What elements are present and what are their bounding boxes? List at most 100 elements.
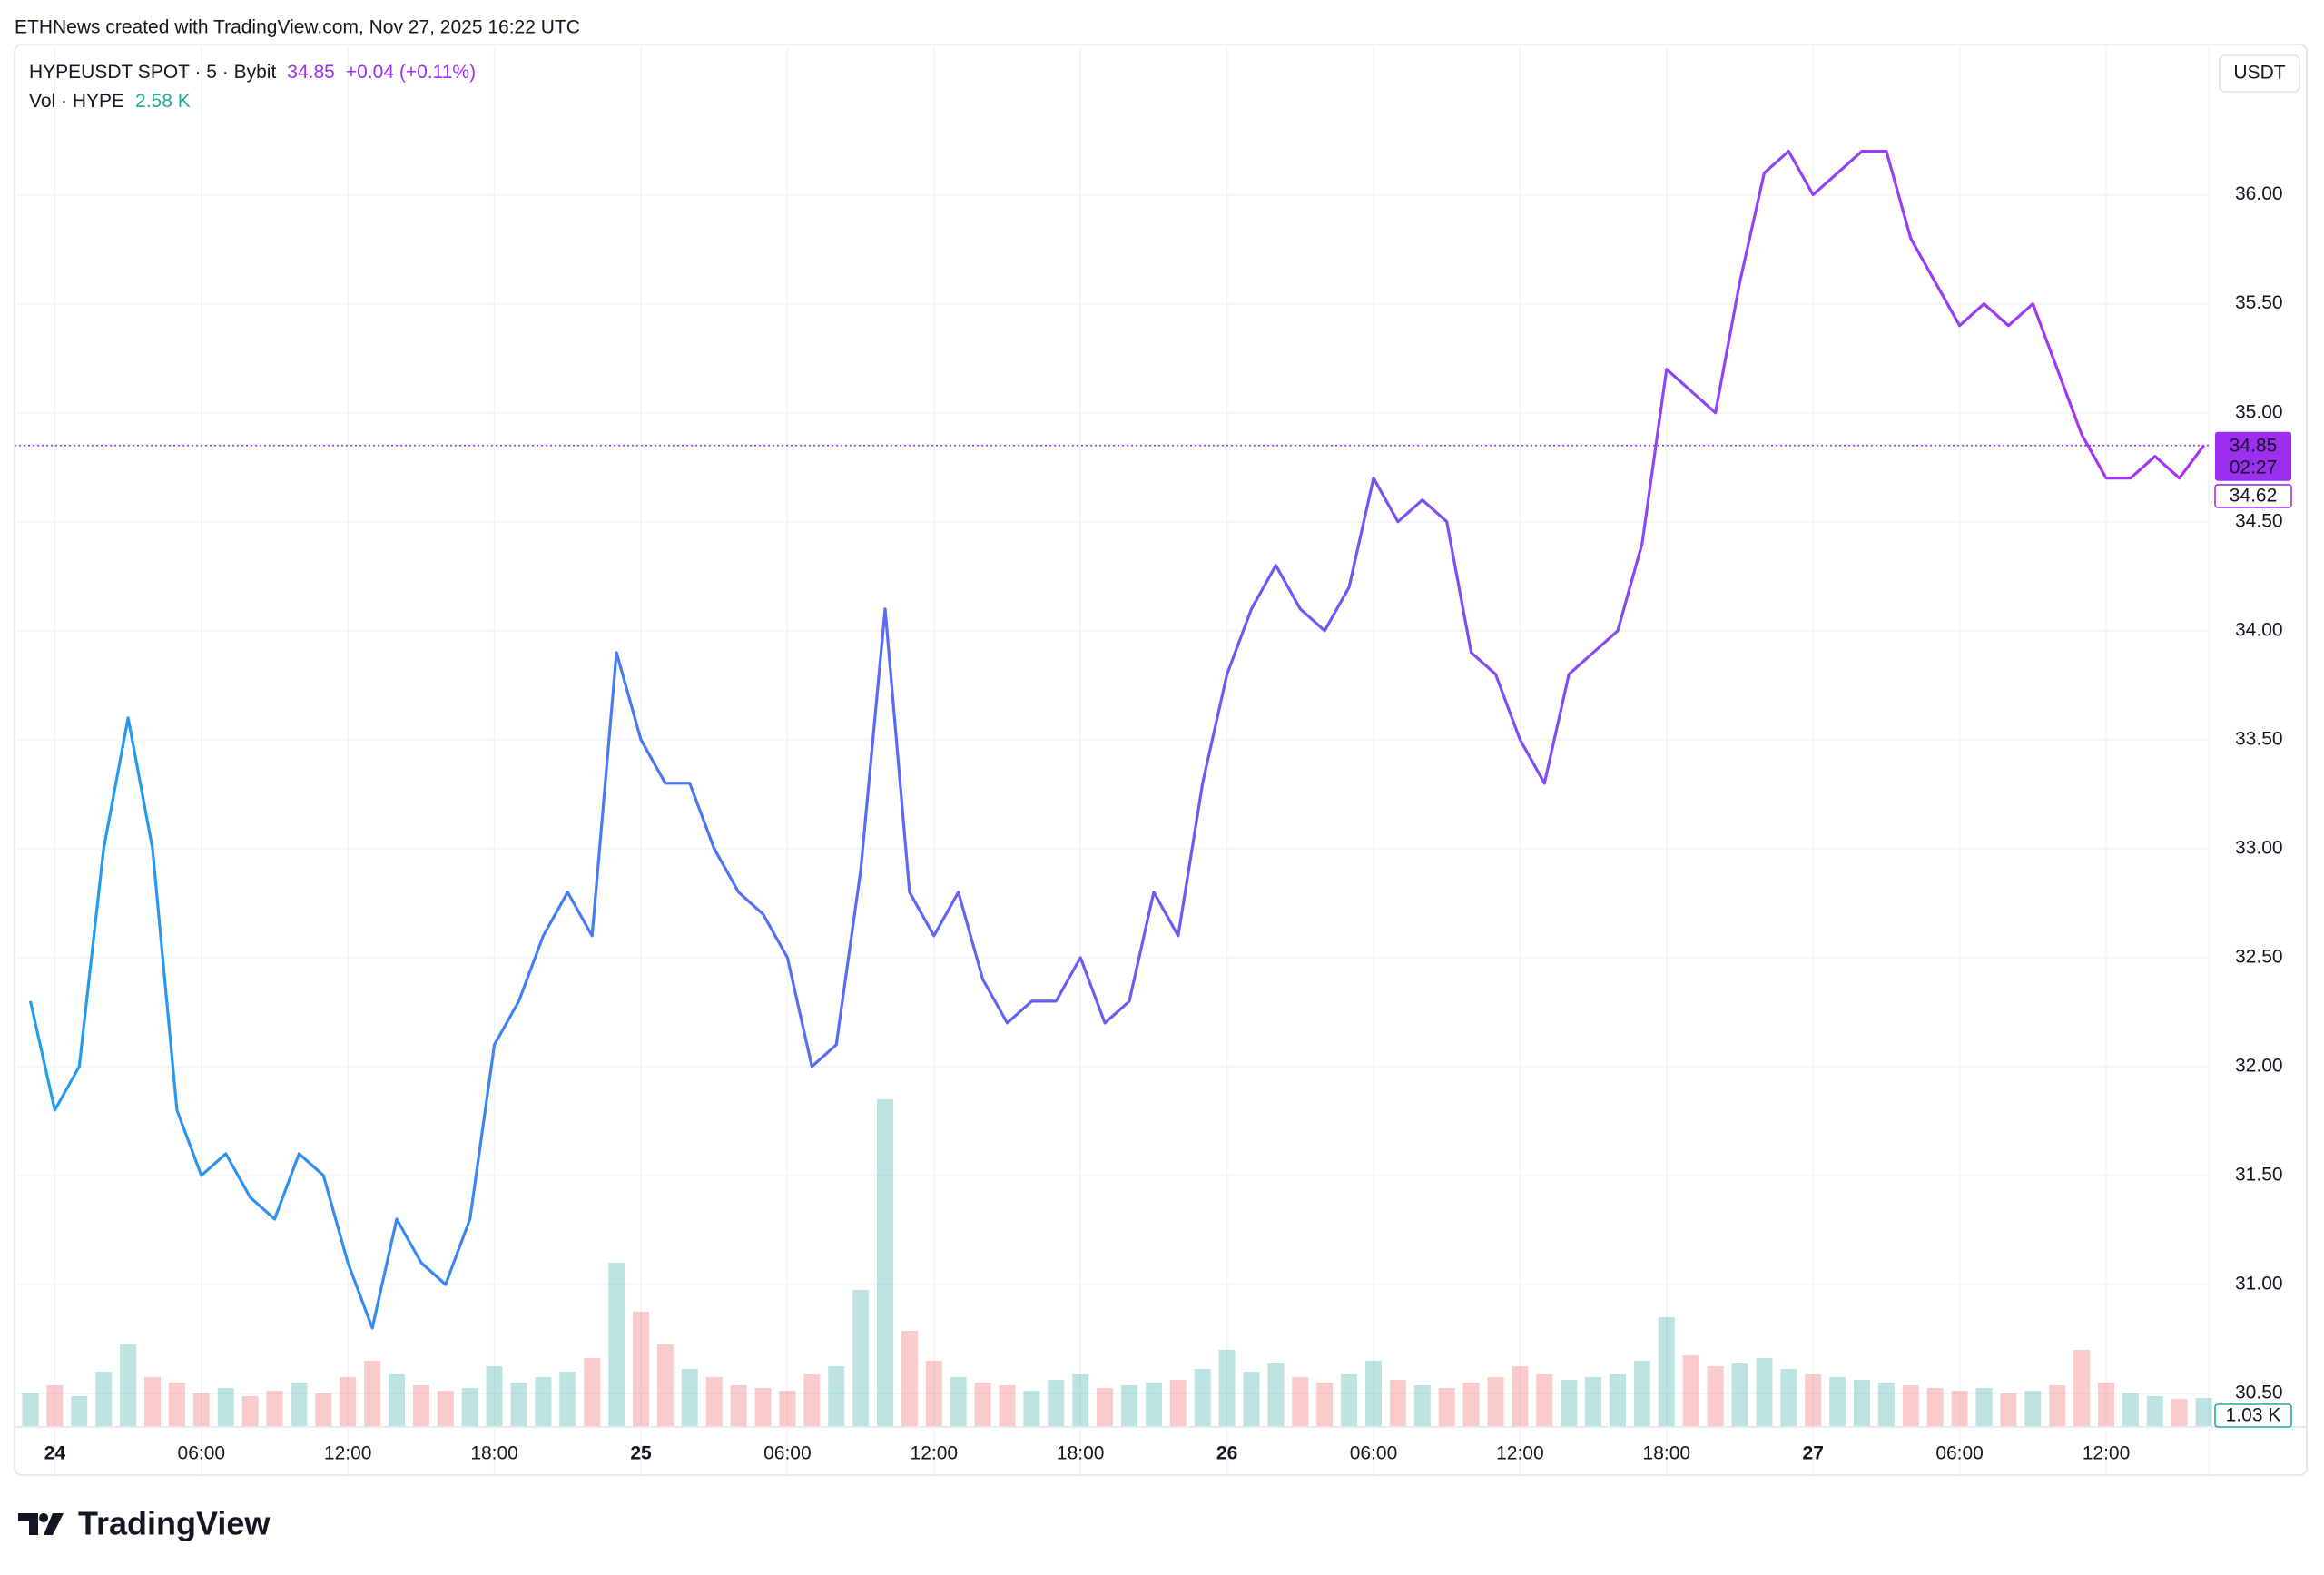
volume-bar bbox=[437, 1391, 454, 1426]
volume-bar bbox=[730, 1385, 747, 1426]
last-price-tag bbox=[2215, 431, 2291, 481]
volume-bar bbox=[608, 1263, 625, 1426]
currency-box[interactable] bbox=[2219, 54, 2300, 93]
volume-bar bbox=[754, 1388, 772, 1426]
volume-bar bbox=[2049, 1385, 2066, 1426]
price-line bbox=[28, 150, 2205, 1330]
y-tick-label: 32.50 bbox=[2235, 946, 2283, 967]
volume-bar bbox=[1487, 1377, 1504, 1426]
volume-bar bbox=[1877, 1383, 1895, 1426]
volume-bar bbox=[1512, 1366, 1529, 1426]
line-layer bbox=[15, 150, 2209, 1330]
attribution: ETHNews created with TradingView.com, No… bbox=[15, 17, 580, 38]
volume-bar bbox=[2195, 1398, 2212, 1426]
volume-bar bbox=[1682, 1355, 1699, 1426]
volume-bar bbox=[1023, 1391, 1040, 1426]
y-tick-label: 33.50 bbox=[2235, 728, 2283, 749]
y-tick-label: 35.50 bbox=[2235, 292, 2283, 313]
volume-bar bbox=[22, 1393, 39, 1426]
volume-bar bbox=[2171, 1399, 2188, 1426]
volume-bar bbox=[1536, 1374, 1553, 1426]
volume-bar bbox=[999, 1385, 1016, 1426]
grid-layer bbox=[15, 44, 2209, 1475]
y-tick-label: 36.00 bbox=[2235, 183, 2283, 204]
legend-line: HYPEUSDT SPOT · 5 · Bybit 34.85 +0.04 (+0.… bbox=[29, 62, 476, 83]
volume-bar bbox=[1561, 1380, 1578, 1426]
x-tick-label: 12:00 bbox=[2083, 1443, 2131, 1464]
x-tick-label: 24 bbox=[44, 1443, 66, 1464]
price-tag bbox=[2214, 484, 2292, 508]
volume-bar bbox=[1292, 1377, 1309, 1426]
volume-bar bbox=[1243, 1372, 1260, 1426]
volume-bar bbox=[241, 1396, 259, 1426]
volume-bar bbox=[1756, 1358, 1773, 1426]
volume-bar bbox=[1975, 1388, 1993, 1426]
volume-bar bbox=[217, 1388, 234, 1426]
volume-name: Vol · HYPE bbox=[29, 91, 124, 112]
volume-tag-label: 1.03 K bbox=[2226, 1405, 2281, 1426]
volume-bar bbox=[168, 1383, 185, 1426]
y-tick-label: 31.00 bbox=[2235, 1274, 2283, 1294]
volume-bar bbox=[852, 1290, 870, 1426]
y-tick-label: 34.50 bbox=[2235, 510, 2283, 531]
x-tick-label: 26 bbox=[1216, 1443, 1237, 1464]
volume-bar bbox=[1194, 1369, 1211, 1426]
volume-bar bbox=[950, 1377, 967, 1426]
volume-bar bbox=[1658, 1317, 1675, 1426]
countdown: 02:27 bbox=[2230, 457, 2278, 477]
volume-last: 2.58 K bbox=[135, 91, 191, 112]
volume-bar bbox=[1707, 1366, 1724, 1426]
volume-bar bbox=[461, 1388, 478, 1426]
volume-bar bbox=[1462, 1383, 1480, 1426]
volume-bar bbox=[1854, 1380, 1870, 1426]
volume-bar bbox=[681, 1369, 698, 1426]
x-tick-label: 12:00 bbox=[324, 1443, 372, 1464]
volume-bar bbox=[828, 1366, 845, 1426]
volume-tag bbox=[2214, 1403, 2292, 1428]
x-tick-label: 18:00 bbox=[1643, 1443, 1691, 1464]
volume-bar bbox=[803, 1374, 821, 1426]
y-tick-label: 30.50 bbox=[2235, 1383, 2283, 1403]
volume-bar bbox=[901, 1331, 918, 1426]
volume-bar bbox=[389, 1374, 405, 1426]
volume-bar bbox=[1633, 1361, 1650, 1426]
x-tick-label: 18:00 bbox=[470, 1443, 518, 1464]
volume-bar bbox=[1902, 1385, 1919, 1426]
x-tick-label: 06:00 bbox=[763, 1443, 812, 1464]
volume-bar bbox=[315, 1393, 332, 1426]
volume-bar bbox=[2073, 1350, 2091, 1426]
x-tick-label: 06:00 bbox=[1350, 1443, 1398, 1464]
volume-legend: Vol · HYPE 2.58 K bbox=[29, 91, 191, 112]
y-tick-label: 35.00 bbox=[2235, 401, 2283, 422]
volume-bar bbox=[1145, 1383, 1162, 1426]
volume-bar bbox=[1438, 1388, 1455, 1426]
volume-bar bbox=[510, 1383, 527, 1426]
volume-bar bbox=[1610, 1374, 1626, 1426]
volume-bar bbox=[364, 1361, 381, 1426]
x-tick-label: 12:00 bbox=[1496, 1443, 1544, 1464]
brand-logo: TradingView bbox=[18, 1505, 271, 1542]
volume-bar bbox=[71, 1396, 88, 1426]
volume-bar bbox=[290, 1383, 308, 1426]
volume-bar bbox=[486, 1366, 503, 1426]
volume-bar bbox=[656, 1344, 674, 1426]
brand: TradingView bbox=[78, 1505, 271, 1542]
volume-bar bbox=[144, 1377, 161, 1426]
volume-bar bbox=[1072, 1374, 1089, 1426]
volume-bar bbox=[1048, 1380, 1065, 1426]
volume-bar bbox=[1805, 1374, 1822, 1426]
x-tick-label: 27 bbox=[1803, 1443, 1824, 1464]
last-price: 34.85 bbox=[287, 62, 335, 83]
last-price-label: 34.85 bbox=[2230, 435, 2278, 456]
volume-bar bbox=[2098, 1383, 2114, 1426]
x-tick-label: 18:00 bbox=[1057, 1443, 1105, 1464]
volume-bar bbox=[1951, 1391, 1968, 1426]
volume-bar bbox=[2024, 1391, 2042, 1426]
volume-bar bbox=[584, 1358, 601, 1426]
volume-bar bbox=[535, 1377, 552, 1426]
y-tick-label: 33.00 bbox=[2235, 837, 2283, 858]
symbol: HYPEUSDT SPOT · 5 · Bybit bbox=[29, 62, 276, 83]
volume-bar bbox=[633, 1312, 649, 1426]
x-tick-label: 06:00 bbox=[1935, 1443, 1984, 1464]
